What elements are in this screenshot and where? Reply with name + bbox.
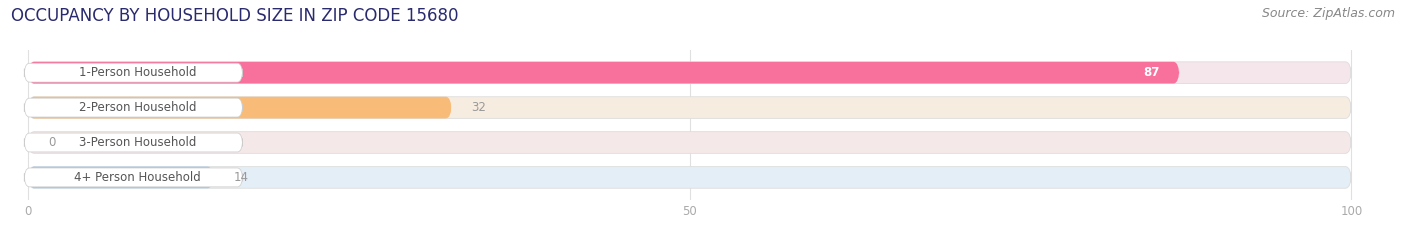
FancyBboxPatch shape xyxy=(24,168,243,187)
Text: 3-Person Household: 3-Person Household xyxy=(79,136,195,149)
FancyBboxPatch shape xyxy=(28,62,1351,83)
FancyBboxPatch shape xyxy=(28,97,451,118)
Text: 32: 32 xyxy=(471,101,486,114)
Text: OCCUPANCY BY HOUSEHOLD SIZE IN ZIP CODE 15680: OCCUPANCY BY HOUSEHOLD SIZE IN ZIP CODE … xyxy=(11,7,458,25)
FancyBboxPatch shape xyxy=(28,97,1351,118)
Text: 14: 14 xyxy=(233,171,249,184)
FancyBboxPatch shape xyxy=(24,133,243,152)
Text: 0: 0 xyxy=(48,136,55,149)
FancyBboxPatch shape xyxy=(28,62,1180,83)
Text: 4+ Person Household: 4+ Person Household xyxy=(75,171,201,184)
Text: 87: 87 xyxy=(1143,66,1160,79)
FancyBboxPatch shape xyxy=(28,167,214,188)
Text: 1-Person Household: 1-Person Household xyxy=(79,66,195,79)
Text: 2-Person Household: 2-Person Household xyxy=(79,101,195,114)
FancyBboxPatch shape xyxy=(28,167,1351,188)
FancyBboxPatch shape xyxy=(24,63,243,82)
FancyBboxPatch shape xyxy=(28,132,1351,153)
Text: Source: ZipAtlas.com: Source: ZipAtlas.com xyxy=(1261,7,1395,20)
FancyBboxPatch shape xyxy=(24,98,243,117)
